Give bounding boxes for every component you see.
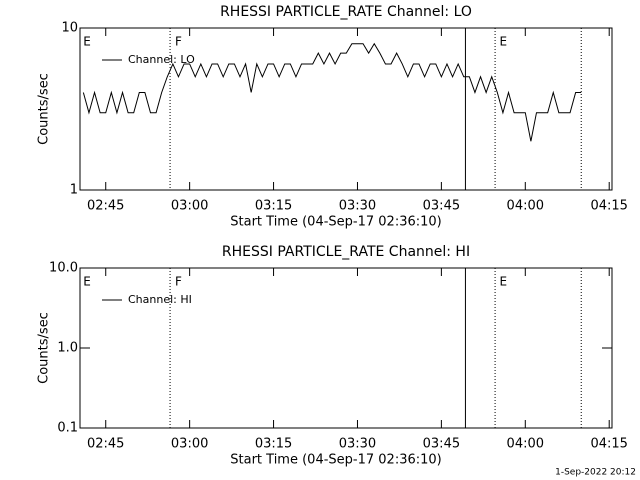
x-axis-label: Start Time (04-Sep-17 02:36:10) [230,215,441,230]
x-tick-label: 03:30 [339,199,376,214]
x-tick-label: 02:45 [87,199,124,214]
flag-label: E [83,275,91,289]
chart-title: RHESSI PARTICLE_RATE Channel: HI [222,244,470,260]
flag-label: E [83,35,91,49]
flag-label: E [499,275,507,289]
y-tick-label: 0.1 [57,421,78,436]
x-tick-label: 04:00 [507,437,544,452]
flag-label: E [499,35,507,49]
flag-label: F [175,35,182,49]
y-axis-label: Counts/sec [37,312,52,384]
y-tick-label: 10 [61,21,78,36]
x-tick-label: 03:00 [171,437,208,452]
data-line [82,42,582,142]
x-tick-label: 03:00 [171,199,208,214]
x-tick-label: 02:45 [87,437,124,452]
x-tick-label: 04:15 [590,199,627,214]
y-tick-label: 1.0 [57,341,78,356]
plot-frame [79,27,613,191]
x-tick-label: 03:15 [255,437,292,452]
y-tick-label: 1 [70,183,78,198]
y-axis-label: Counts/sec [37,73,52,145]
x-tick-label: 03:15 [255,199,292,214]
x-tick-label: 03:30 [339,437,376,452]
timestamp: 1-Sep-2022 20:12 [555,468,636,478]
x-tick-label: 04:00 [507,199,544,214]
x-tick-label: 03:45 [423,199,460,214]
x-tick-label: 03:45 [423,437,460,452]
legend-label: Channel: LO [128,53,195,66]
flag-label: F [175,275,182,289]
legend-label: Channel: HI [128,293,192,306]
plot-frame [79,267,613,429]
x-axis-label: Start Time (04-Sep-17 02:36:10) [230,453,441,468]
y-tick-label: 10.0 [49,261,78,276]
chart-title: RHESSI PARTICLE_RATE Channel: LO [220,4,472,20]
x-tick-label: 04:15 [590,437,627,452]
